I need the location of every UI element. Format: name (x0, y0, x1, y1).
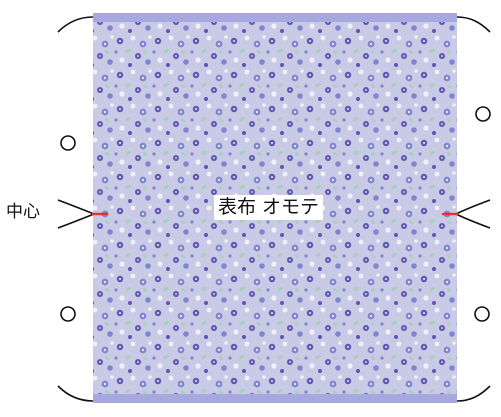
center-bracket-right (454, 199, 491, 229)
hole-marker-top-left (60, 135, 76, 151)
hole-marker-bottom-right (474, 306, 490, 322)
hole-marker-top-right (475, 106, 491, 122)
bracket-top-left (57, 16, 94, 33)
bracket-top-right (456, 16, 491, 33)
fabric-side-label: 表布 オモテ (214, 195, 324, 220)
bracket-bottom-right (456, 385, 491, 402)
center-bracket-left (57, 199, 97, 229)
center-label: 中心 (6, 202, 40, 222)
bottom-band (93, 394, 457, 403)
hole-marker-bottom-left (60, 306, 76, 322)
bracket-bottom-left (57, 385, 94, 402)
top-band (93, 13, 457, 22)
